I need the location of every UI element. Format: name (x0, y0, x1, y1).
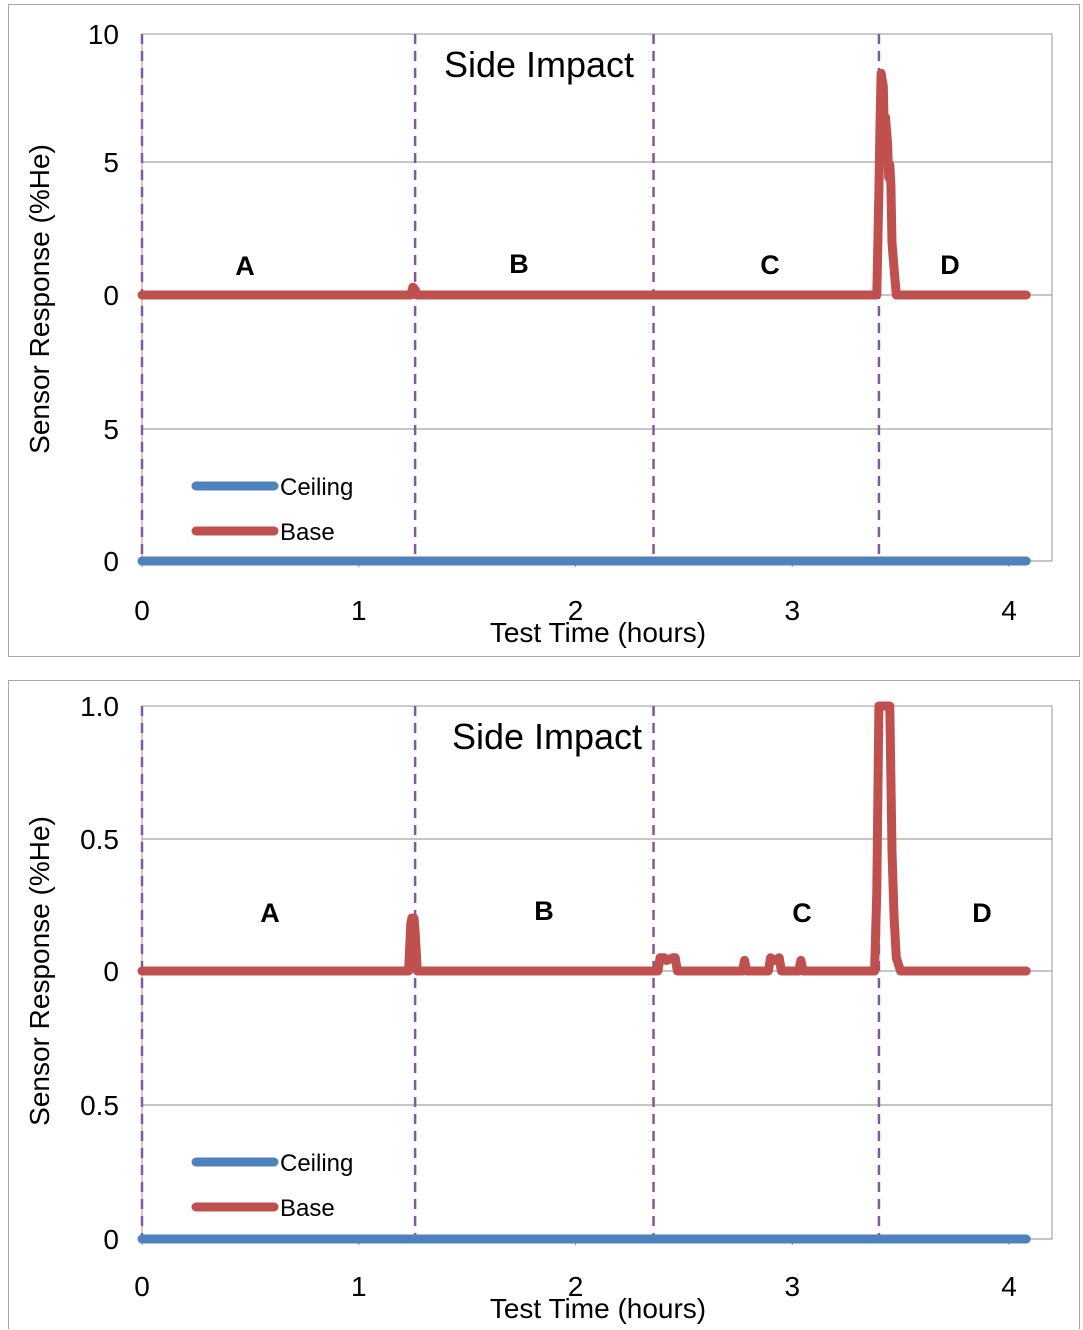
x-tick-label: 1 (351, 1271, 367, 1302)
legend-label-base: Base (280, 519, 335, 546)
legend-label-ceiling: Ceiling (280, 474, 353, 501)
phase-label: D (940, 250, 960, 280)
chart-title: Side Impact (452, 716, 642, 757)
x-tick-label: 3 (784, 1271, 800, 1302)
y-tick-label: 0 (103, 956, 119, 987)
y-tick-label: 1.0 (80, 691, 119, 722)
legend-label-ceiling: Ceiling (280, 1150, 353, 1177)
x-axis-label: Test Time (hours) (490, 1293, 706, 1324)
y-axis-label: Sensor Response (%He) (24, 816, 55, 1126)
x-tick-label: 0 (134, 1271, 150, 1302)
x-tick-label: 4 (1001, 595, 1017, 626)
phase-label: B (534, 896, 554, 926)
chart-panel-top: 0 1 2 3 4 10 5 0 5 0 Test Time (hours) Sensor Respo… (8, 4, 1080, 657)
x-tick-label: 2 (568, 1271, 584, 1302)
phase-label: D (972, 898, 992, 928)
chart-title: Side Impact (444, 44, 634, 85)
x-tick-label: 4 (1001, 1271, 1017, 1302)
y-tick-label: 0 (103, 1224, 119, 1255)
phase-label: A (235, 251, 255, 281)
legend-label-base: Base (280, 1195, 335, 1222)
chart-svg-top: 0 1 2 3 4 10 5 0 5 0 Test Time (hours) Sensor Respo… (24, 19, 1053, 648)
y-axis-label: Sensor Response (%He) (24, 144, 55, 454)
x-tick-label: 2 (568, 595, 584, 626)
y-tick-label: 5 (103, 414, 119, 445)
x-tick-label: 3 (784, 595, 800, 626)
x-axis-label: Test Time (hours) (490, 617, 706, 648)
series-line-base (137, 701, 1031, 976)
phase-label: B (509, 249, 529, 279)
y-tick-label: 5 (103, 147, 119, 178)
y-tick-label: 0.5 (80, 1090, 119, 1121)
phase-label: C (760, 250, 780, 280)
y-tick-label: 0.5 (80, 824, 119, 855)
chart-panel-bottom: 0 1 2 3 4 1.0 0.5 0 0.5 0 Test Time (hours) Sensor … (8, 680, 1080, 1329)
series-line-base (137, 68, 1031, 300)
y-tick-label: 10 (88, 19, 119, 50)
phase-label: C (792, 898, 812, 928)
phase-label: A (260, 898, 280, 928)
x-tick-label: 0 (134, 595, 150, 626)
x-tick-label: 1 (351, 595, 367, 626)
y-tick-label: 0 (103, 280, 119, 311)
chart-svg-bottom: 0 1 2 3 4 1.0 0.5 0 0.5 0 Test Time (hours) Sensor … (24, 691, 1053, 1324)
y-tick-label: 0 (103, 546, 119, 577)
